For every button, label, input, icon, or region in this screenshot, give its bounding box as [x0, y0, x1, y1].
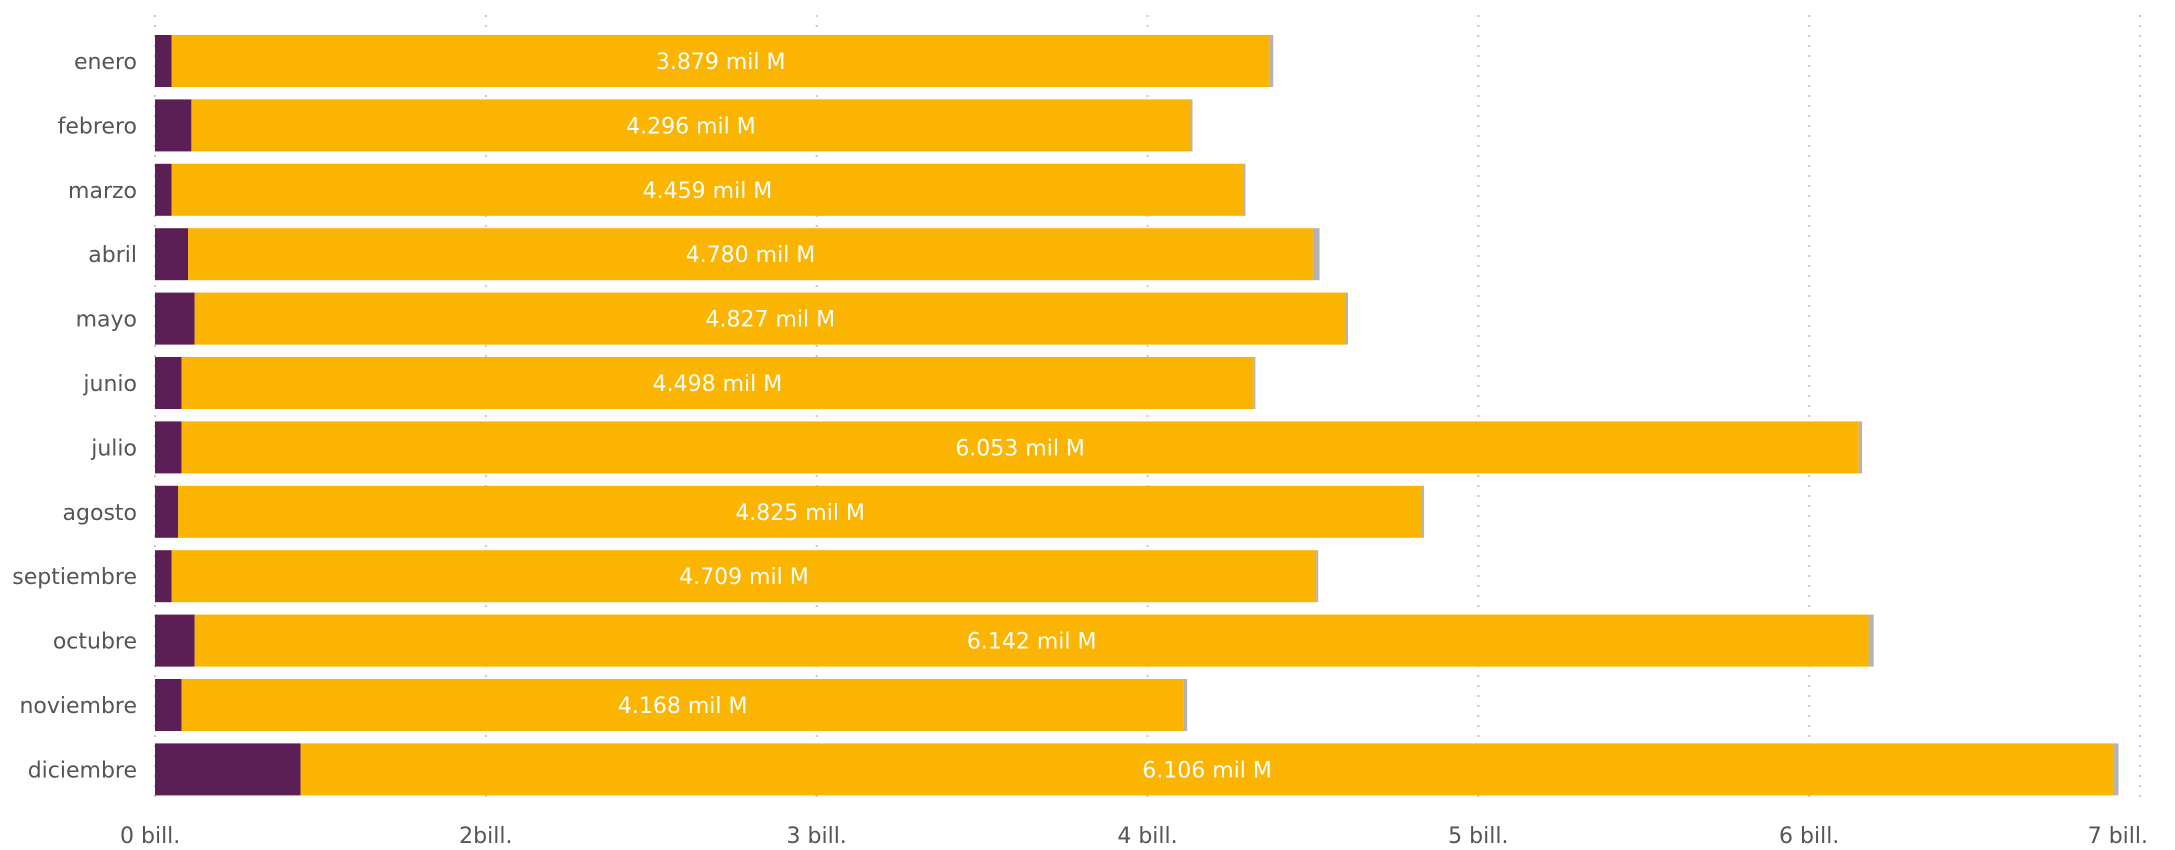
data-label: 4.825 mil M [735, 501, 865, 526]
bar-segment-3 [1253, 357, 1256, 409]
bar-segment-1 [155, 550, 172, 603]
category-label: enero [74, 50, 137, 75]
bar-segment-3 [1316, 550, 1319, 603]
bar-segment-2 [181, 357, 1254, 409]
bars [155, 35, 2119, 796]
bar-segment-2 [181, 679, 1184, 731]
bar-segment-3 [1312, 228, 1320, 281]
x-tick-label: 2bill. [459, 824, 512, 849]
category-label: mayo [76, 308, 137, 333]
bar-segment-3 [1346, 292, 1348, 345]
bar-segment-3 [1858, 421, 1863, 474]
bar-segment-1 [155, 743, 301, 796]
data-label: 4.296 mil M [626, 114, 756, 139]
x-tick-label: 5 bill. [1448, 824, 1508, 849]
data-label: 4.459 mil M [643, 179, 773, 204]
data-label: 6.106 mil M [1142, 758, 1272, 783]
data-label: 3.879 mil M [656, 50, 786, 75]
x-tick-label: 7 bill. [2088, 824, 2148, 849]
category-label: noviembre [19, 694, 137, 719]
category-label: julio [90, 436, 137, 461]
bar-segment-2 [171, 35, 1270, 87]
bar-segment-2 [300, 743, 2114, 796]
data-label: 4.827 mil M [706, 308, 836, 333]
bar-segment-2 [171, 163, 1244, 216]
bar-segment-1 [155, 679, 182, 731]
bar-segment-1 [155, 357, 182, 409]
bar-segment-3 [1269, 35, 1274, 87]
data-label: 4.709 mil M [679, 565, 809, 590]
data-label: 4.780 mil M [686, 243, 816, 268]
data-label: 4.168 mil M [618, 694, 748, 719]
bar-segment-3 [1190, 99, 1193, 152]
bar-segment-3 [1243, 163, 1246, 216]
bar-segment-3 [2113, 743, 2119, 796]
bar-segment-1 [155, 228, 189, 281]
x-tick-label: 4 bill. [1117, 824, 1177, 849]
bar-segment-2 [191, 99, 1191, 152]
bar-segment-2 [171, 550, 1317, 603]
x-tick-label: 6 bill. [1779, 824, 1839, 849]
category-label: abril [88, 243, 137, 268]
category-label: septiembre [12, 565, 137, 590]
bar-segment-2 [194, 614, 1869, 667]
bar-segment-3 [1183, 679, 1188, 731]
data-label: 6.142 mil M [967, 630, 1097, 655]
category-label: febrero [58, 114, 137, 139]
category-label: octubre [53, 630, 137, 655]
bar-segment-1 [155, 163, 172, 216]
category-label: junio [82, 372, 137, 397]
bar-segment-2 [178, 485, 1423, 538]
category-label: diciembre [28, 758, 137, 783]
x-tick-label: 3 bill. [787, 824, 847, 849]
bar-segment-1 [155, 292, 195, 345]
bar-segment-1 [155, 421, 182, 474]
category-label: agosto [63, 501, 137, 526]
data-label: 6.053 mil M [955, 436, 1085, 461]
bar-segment-3 [1868, 614, 1874, 667]
bar-segment-1 [155, 485, 179, 538]
bar-segment-2 [181, 421, 1859, 474]
bar-segment-3 [1422, 485, 1425, 538]
category-label: marzo [68, 179, 137, 204]
bar-segment-2 [194, 292, 1347, 345]
bar-segment-2 [188, 228, 1313, 281]
bar-segment-1 [155, 35, 172, 87]
bar-segment-1 [155, 99, 192, 152]
bar-segment-1 [155, 614, 195, 667]
labels: 0 bill. 2bill. 3 bill. 4 bill. 5 bill. 6 bill… [12, 50, 2148, 849]
x-tick-label: 0 bill. [120, 824, 180, 849]
data-label: 4.498 mil M [653, 372, 783, 397]
